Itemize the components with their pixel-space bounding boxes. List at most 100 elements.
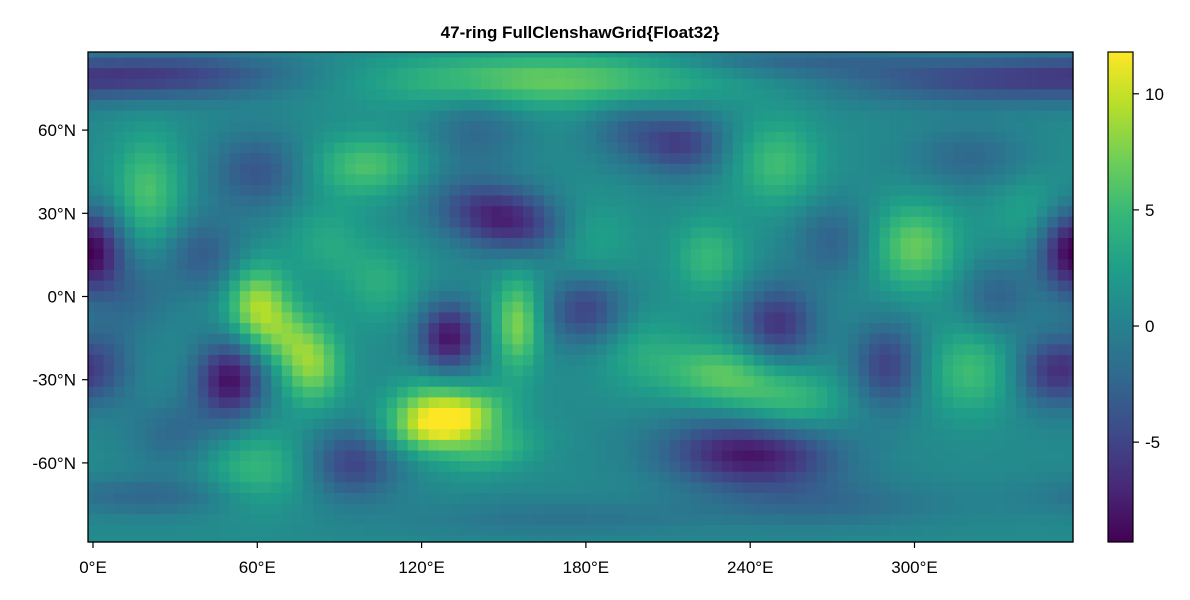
heatmap-cell xyxy=(397,163,409,175)
heatmap-cell xyxy=(522,100,535,112)
heatmap-cell xyxy=(659,482,671,494)
heatmap-cell xyxy=(1005,365,1017,377)
heatmap-cell xyxy=(921,386,933,398)
heatmap-cell xyxy=(869,503,881,515)
heatmap-cell xyxy=(302,461,314,473)
heatmap-cell xyxy=(1036,429,1048,441)
heatmap-cell xyxy=(1015,238,1027,250)
heatmap-cell xyxy=(439,78,451,90)
heatmap-cell xyxy=(732,142,744,154)
heatmap-cell xyxy=(145,78,157,90)
heatmap-cell xyxy=(722,376,734,388)
heatmap-cell xyxy=(166,280,178,292)
heatmap-cell xyxy=(103,89,115,101)
heatmap-cell xyxy=(722,206,734,218)
heatmap-cell xyxy=(994,57,1006,69)
heatmap-cell xyxy=(795,439,807,452)
heatmap-cell xyxy=(554,514,566,526)
heatmap-cell xyxy=(1036,195,1048,207)
heatmap-cell xyxy=(250,57,262,69)
y-tick-label: -30°N xyxy=(32,371,76,390)
heatmap-cell xyxy=(176,174,188,186)
heatmap-cell xyxy=(711,312,723,324)
heatmap-cell xyxy=(197,163,209,175)
heatmap-cell xyxy=(827,492,839,505)
heatmap-cell xyxy=(869,492,881,505)
heatmap-cell xyxy=(890,376,902,388)
heatmap-cell xyxy=(879,429,891,441)
heatmap-cell xyxy=(418,163,430,175)
heatmap-cell xyxy=(313,163,325,175)
heatmap-cell xyxy=(1047,408,1059,420)
heatmap-cell xyxy=(439,450,451,462)
heatmap-cell xyxy=(271,429,283,441)
heatmap-cell xyxy=(921,153,933,165)
heatmap-cell xyxy=(606,227,618,239)
heatmap-cell xyxy=(103,269,115,282)
heatmap-cell xyxy=(470,503,482,515)
heatmap-cell xyxy=(208,121,220,133)
heatmap-cell xyxy=(963,408,975,420)
heatmap-cell xyxy=(481,100,493,112)
heatmap-cell xyxy=(1005,333,1017,345)
heatmap-cell xyxy=(669,344,681,356)
heatmap-cell xyxy=(963,301,975,314)
heatmap-cell xyxy=(533,291,545,303)
heatmap-cell xyxy=(449,259,461,271)
heatmap-cell xyxy=(722,153,734,165)
heatmap-cell xyxy=(260,78,272,90)
heatmap-cell xyxy=(795,471,807,483)
heatmap-cell xyxy=(355,57,367,69)
heatmap-cell xyxy=(911,174,923,186)
heatmap-cell xyxy=(764,131,776,144)
heatmap-cell xyxy=(197,89,209,101)
heatmap-cell xyxy=(418,365,430,377)
heatmap-cell xyxy=(638,259,650,271)
heatmap-cell xyxy=(187,471,199,483)
heatmap-cell xyxy=(124,195,136,207)
heatmap-cell xyxy=(858,184,870,197)
heatmap-cell xyxy=(1047,492,1059,505)
heatmap-cell xyxy=(690,376,702,388)
heatmap-cell xyxy=(785,344,797,356)
heatmap-cell xyxy=(816,354,828,367)
heatmap-cell xyxy=(302,301,314,314)
heatmap-cell xyxy=(1057,323,1069,335)
heatmap-cell xyxy=(250,216,262,229)
heatmap-cell xyxy=(397,503,409,515)
heatmap-cell xyxy=(439,100,451,112)
heatmap-cell xyxy=(376,301,388,314)
heatmap-cell xyxy=(166,89,178,101)
heatmap-cell xyxy=(418,344,430,356)
heatmap-cell xyxy=(491,184,503,197)
heatmap-cell xyxy=(638,227,650,239)
heatmap-cell xyxy=(952,354,965,367)
heatmap-cell xyxy=(680,439,692,452)
heatmap-cell xyxy=(470,216,482,229)
heatmap-cell xyxy=(1068,461,1074,473)
heatmap-cell xyxy=(848,216,860,229)
heatmap-cell xyxy=(848,78,860,90)
heatmap-cell xyxy=(239,57,251,69)
heatmap-cell xyxy=(879,291,891,303)
heatmap-cell xyxy=(680,365,692,377)
heatmap-cell xyxy=(701,535,713,543)
heatmap-cell xyxy=(460,227,472,239)
heatmap-cell xyxy=(502,184,514,197)
heatmap-cell xyxy=(952,450,965,462)
heatmap-cell xyxy=(617,163,629,175)
heatmap-cell xyxy=(208,333,220,345)
heatmap-cell xyxy=(344,100,356,112)
heatmap-cell xyxy=(428,323,440,335)
heatmap-cell xyxy=(103,461,115,473)
heatmap-cell xyxy=(88,301,94,314)
heatmap-cell xyxy=(659,408,671,420)
heatmap-cell xyxy=(155,354,168,367)
x-tick-label: 60°E xyxy=(239,558,276,577)
heatmap-cell xyxy=(952,153,965,165)
heatmap-cell xyxy=(491,333,503,345)
heatmap-cell xyxy=(722,312,734,324)
heatmap-cell xyxy=(155,184,168,197)
heatmap-cell xyxy=(512,280,524,292)
heatmap-cell xyxy=(963,163,975,175)
